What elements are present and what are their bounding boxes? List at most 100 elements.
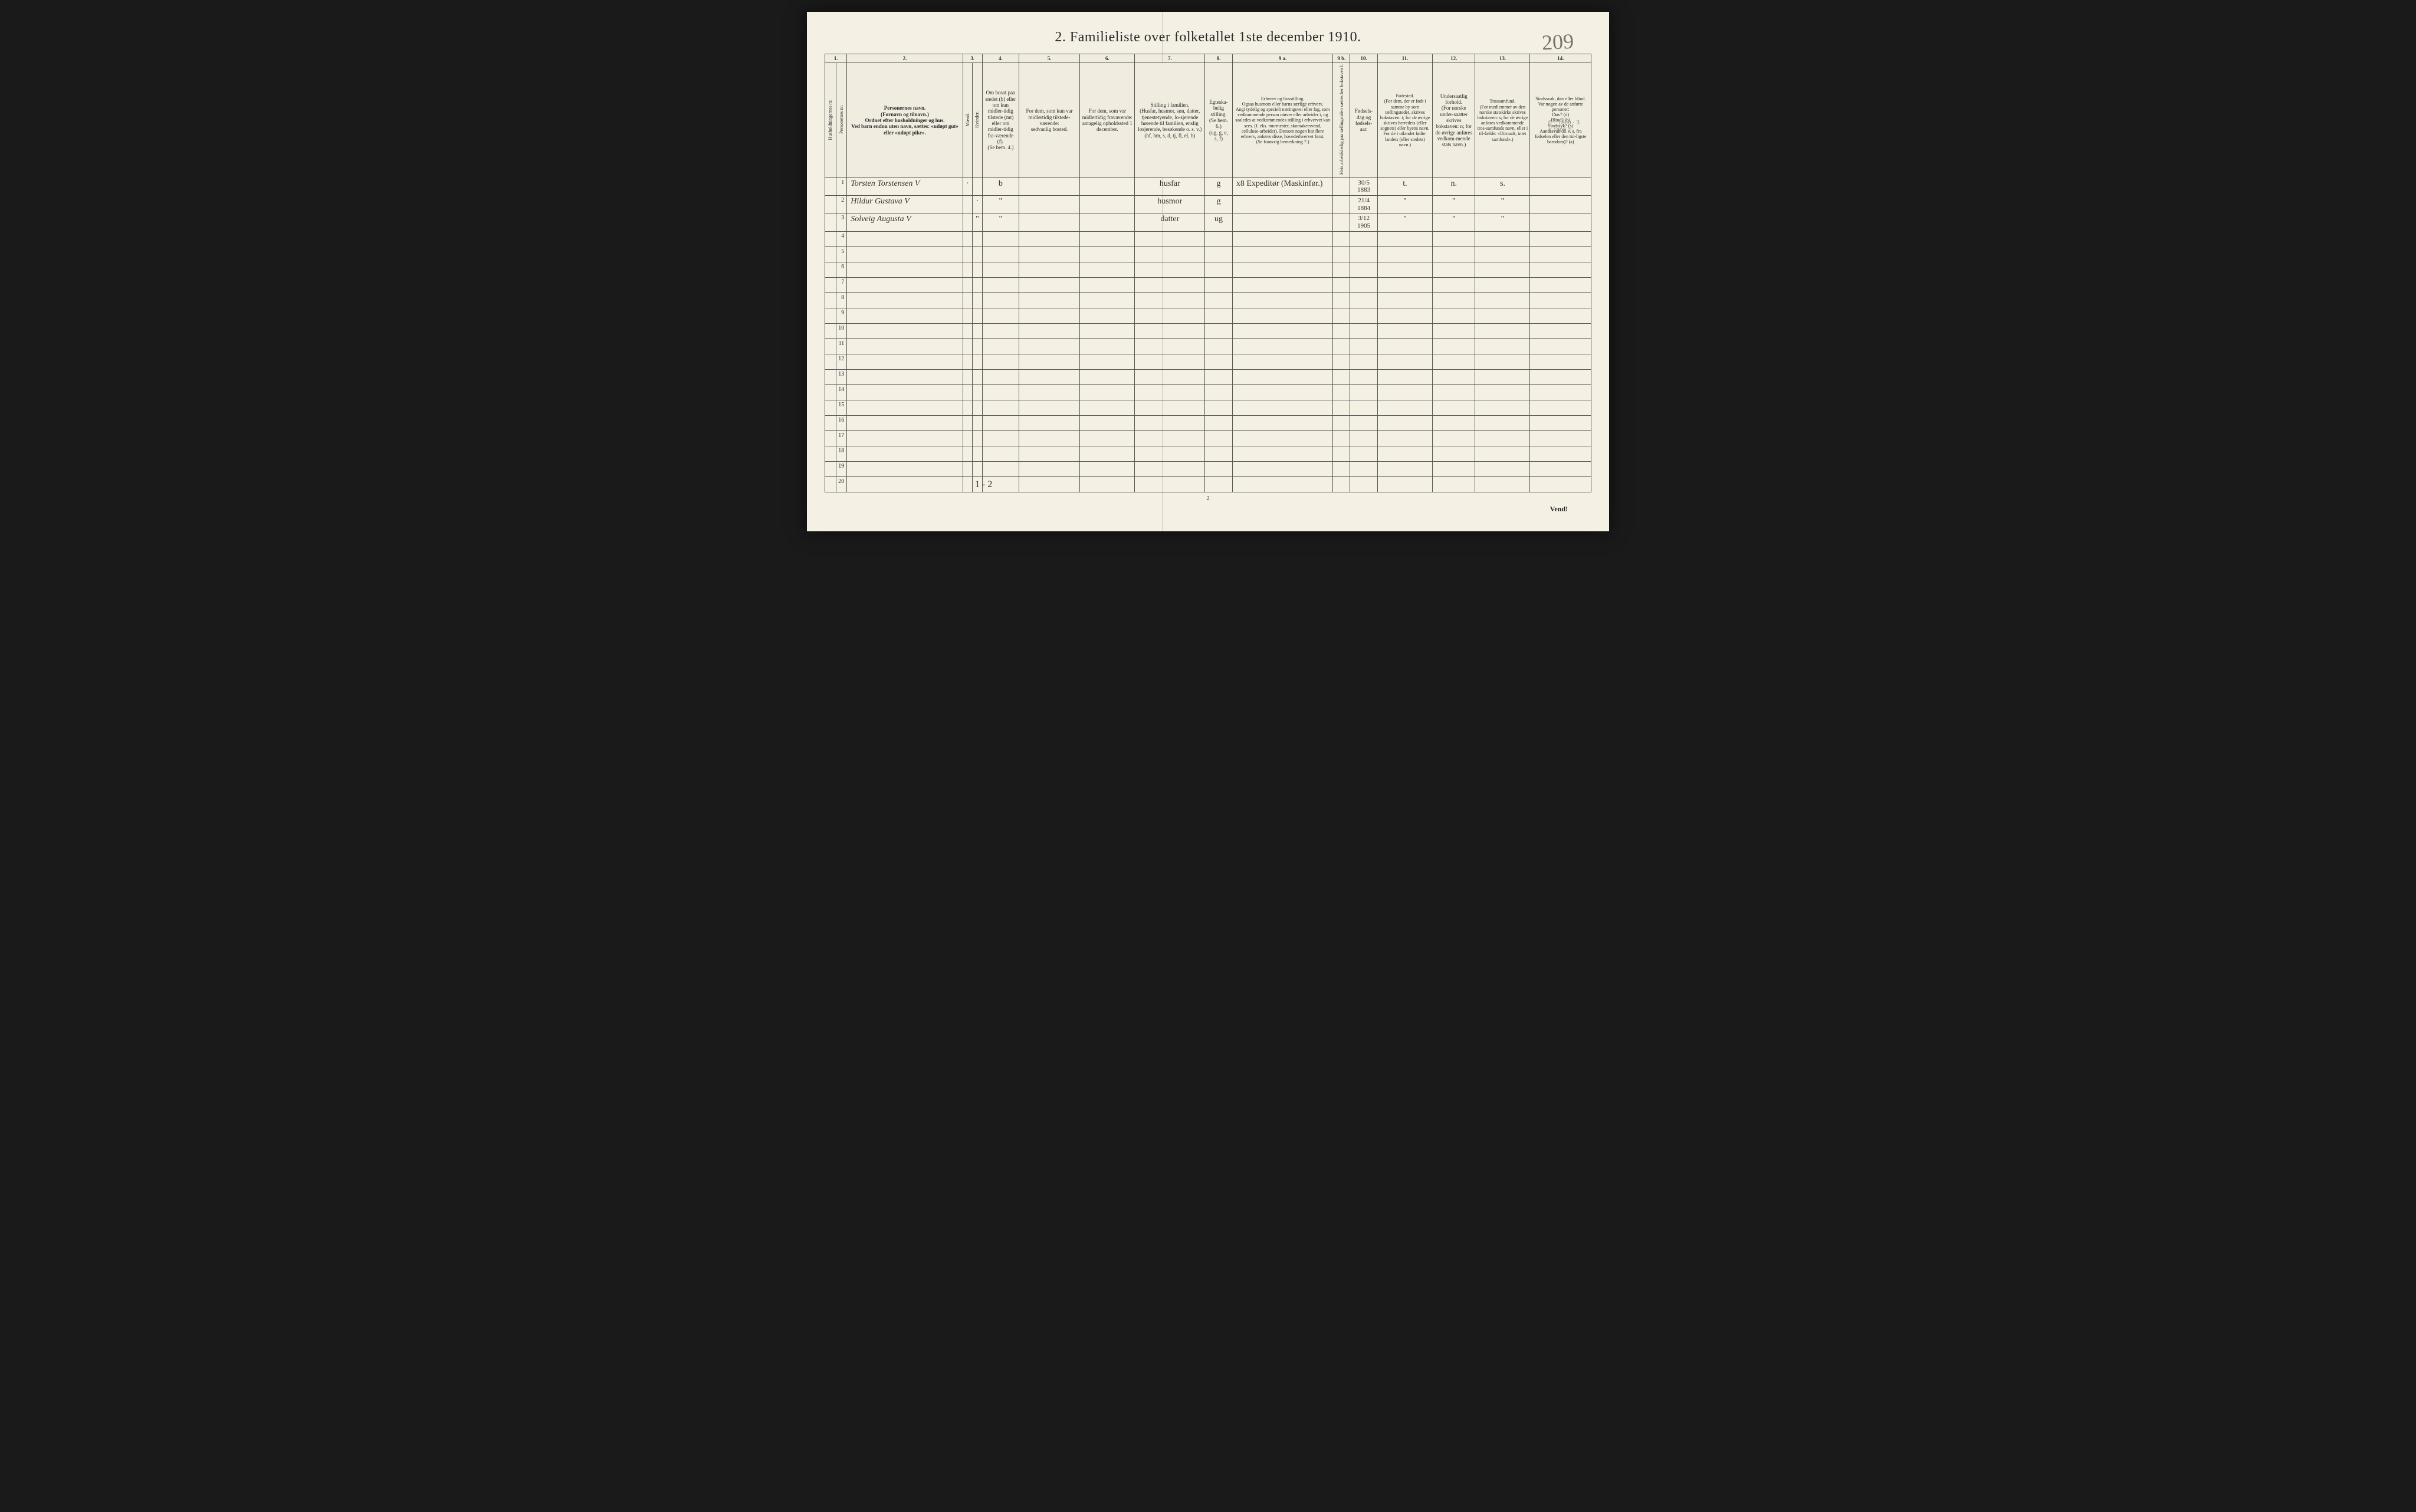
table-row: 3Solveig Augusta V""datterug3/12 1905""" [825, 213, 1591, 231]
cell-household-nr [825, 178, 836, 195]
cell-disability [1530, 461, 1591, 476]
cell-family-position [1135, 400, 1205, 415]
cell-nationality [1433, 308, 1475, 323]
cell-nationality [1433, 415, 1475, 430]
cell-resident [982, 446, 1019, 461]
table-row: 16 [825, 415, 1591, 430]
cell-nationality [1433, 400, 1475, 415]
cell-marital [1205, 415, 1233, 430]
cell-disability [1530, 430, 1591, 446]
cell-person-nr: 11 [836, 338, 847, 354]
cell-birthplace [1377, 369, 1432, 384]
cell-nationality [1433, 446, 1475, 461]
cell-unemployed [1333, 400, 1350, 415]
cell-family-position [1135, 446, 1205, 461]
cell-birth [1350, 415, 1378, 430]
cell-occupation [1232, 323, 1333, 338]
cell-sex-m [963, 476, 973, 492]
cell-sex-m [963, 430, 973, 446]
cell-temp-absent [1080, 196, 1135, 213]
table-row: 13 [825, 369, 1591, 384]
cell-resident [982, 384, 1019, 400]
cell-sex-k [973, 262, 983, 277]
cell-birth [1350, 277, 1378, 292]
cell-name [847, 430, 963, 446]
cell-religion [1475, 369, 1530, 384]
cell-household-nr [825, 246, 836, 262]
cell-unemployed [1333, 354, 1350, 369]
header-birth: Fødsels-dag og fødsels-aar. [1350, 63, 1378, 178]
cell-person-nr: 2 [836, 196, 847, 213]
cell-nationality [1433, 231, 1475, 246]
cell-marital [1205, 292, 1233, 308]
cell-person-nr: 10 [836, 323, 847, 338]
cell-unemployed [1333, 430, 1350, 446]
cell-temp-absent [1080, 446, 1135, 461]
cell-unemployed [1333, 323, 1350, 338]
cell-nationality [1433, 384, 1475, 400]
cell-marital [1205, 323, 1233, 338]
cell-occupation [1232, 231, 1333, 246]
cell-birth [1350, 446, 1378, 461]
cell-unemployed [1333, 338, 1350, 354]
cell-occupation [1232, 338, 1333, 354]
cell-name [847, 338, 963, 354]
cell-sex-k [973, 308, 983, 323]
header-religion: Trossamfund. (For medlemmer av den norsk… [1475, 63, 1530, 178]
cell-temp-present [1019, 476, 1079, 492]
cell-religion [1475, 354, 1530, 369]
cell-religion [1475, 384, 1530, 400]
cell-temp-absent [1080, 369, 1135, 384]
cell-disability [1530, 277, 1591, 292]
header-household-nr: Husholdningernes nr. [825, 63, 836, 178]
table-header: 1. 2. 3. 4. 5. 6. 7. 8. 9 a. 9 b. 10. 11… [825, 54, 1591, 178]
cell-person-nr: 7 [836, 277, 847, 292]
cell-resident [982, 323, 1019, 338]
table-body: 1Torsten Torstensen V·bhusfargx8 Expedit… [825, 178, 1591, 492]
cell-occupation [1232, 476, 1333, 492]
cell-marital: g [1205, 178, 1233, 195]
cell-occupation [1232, 461, 1333, 476]
header-occupation: Erhverv og livsstilling. Ogsaa husmors e… [1232, 63, 1333, 178]
cell-family-position [1135, 292, 1205, 308]
cell-birthplace: " [1377, 196, 1432, 213]
cell-temp-present [1019, 400, 1079, 415]
cell-name [847, 415, 963, 430]
colnum-1: 1. [825, 54, 847, 63]
cell-birthplace [1377, 446, 1432, 461]
cell-family-position: husfar [1135, 178, 1205, 195]
cell-birth: 30/5 1883 [1350, 178, 1378, 195]
cell-temp-present [1019, 213, 1079, 231]
cell-sex-k [973, 246, 983, 262]
cell-disability [1530, 400, 1591, 415]
cell-sex-m [963, 292, 973, 308]
cell-family-position [1135, 308, 1205, 323]
cell-sex-k [973, 446, 983, 461]
cell-birth [1350, 476, 1378, 492]
cell-disability [1530, 308, 1591, 323]
cell-nationality [1433, 369, 1475, 384]
table-row: 11 [825, 338, 1591, 354]
cell-birthplace [1377, 415, 1432, 430]
header-sex-k: Kvinder. [973, 63, 983, 178]
cell-temp-present [1019, 415, 1079, 430]
cell-person-nr: 15 [836, 400, 847, 415]
cell-name [847, 262, 963, 277]
cell-name [847, 246, 963, 262]
cell-religion [1475, 231, 1530, 246]
census-table: 1. 2. 3. 4. 5. 6. 7. 8. 9 a. 9 b. 10. 11… [825, 54, 1591, 492]
cell-marital: ug [1205, 213, 1233, 231]
census-document: 209 2. Familieliste over folketallet 1st… [807, 12, 1609, 531]
cell-occupation [1232, 415, 1333, 430]
cell-marital [1205, 476, 1233, 492]
cell-household-nr [825, 292, 836, 308]
cell-occupation [1232, 446, 1333, 461]
cell-religion [1475, 476, 1530, 492]
cell-sex-k [973, 369, 983, 384]
cell-birthplace: " [1377, 213, 1432, 231]
cell-household-nr [825, 461, 836, 476]
cell-resident [982, 338, 1019, 354]
cell-birthplace [1377, 292, 1432, 308]
cell-sex-k [973, 384, 983, 400]
cell-resident [982, 246, 1019, 262]
